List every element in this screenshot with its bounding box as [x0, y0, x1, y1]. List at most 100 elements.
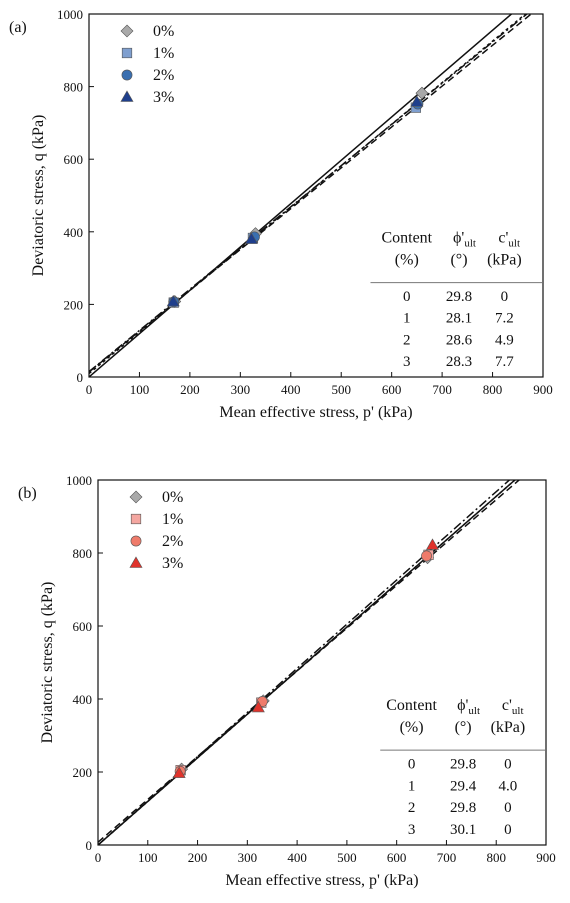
- legend-label: 2%: [162, 533, 183, 550]
- panel-label: (b): [18, 485, 37, 502]
- x-tick-label: 100: [138, 850, 158, 865]
- table-cell: 29.8: [446, 289, 472, 305]
- legend-marker: [120, 24, 134, 38]
- table-cell: 0: [504, 822, 512, 838]
- table-header-unit: (kPa): [487, 251, 522, 268]
- y-tick-label: 0: [77, 370, 84, 385]
- table-cell: 7.2: [495, 311, 514, 327]
- legend-label: 0%: [162, 489, 183, 506]
- legend-label: 1%: [162, 511, 183, 528]
- table-header: ϕ'ult: [453, 230, 476, 250]
- table-header: Content: [381, 230, 432, 247]
- table-cell: 28.1: [446, 311, 472, 327]
- table-cell: 29.8: [450, 756, 476, 772]
- table-header: ϕ'ult: [457, 697, 480, 717]
- chart-panel-2: 0 100 200 300 400 500 600 700 800 900020040060080…: [18, 473, 556, 889]
- legend-marker: [121, 47, 133, 59]
- legend-marker: [120, 90, 134, 102]
- x-tick-label: 500: [337, 850, 357, 865]
- fit-line: [89, 14, 533, 373]
- x-tick-label: 800: [483, 382, 503, 397]
- data-point: [166, 294, 180, 307]
- fit-line: [89, 14, 529, 373]
- table-cell: 28.3: [446, 354, 472, 370]
- x-tick-label: 700: [437, 850, 457, 865]
- fit-line: [98, 480, 517, 845]
- table-cell: 0: [403, 289, 411, 305]
- table-cell: 1: [403, 311, 411, 327]
- table-header-subscript: ult: [468, 705, 480, 717]
- table-cell: 3: [403, 354, 411, 370]
- chart-panel-1: 0 100 200 300 400 500 600 700 800 900020040060080…: [9, 7, 553, 421]
- data-point: [425, 538, 440, 550]
- x-tick-label: 900: [536, 850, 556, 865]
- legend-marker: [129, 490, 143, 504]
- legend-marker: [121, 69, 133, 81]
- table-cell: 29.8: [450, 800, 476, 816]
- fit-line: [98, 480, 511, 845]
- table-header: Content: [386, 697, 437, 714]
- table-cell: 0: [504, 756, 512, 772]
- y-tick-label: 600: [73, 619, 93, 634]
- table-cell: 2: [403, 332, 411, 348]
- data-point: [172, 766, 186, 778]
- table-cell: 29.4: [450, 778, 477, 794]
- x-tick-label: 600: [387, 850, 407, 865]
- y-axis-label: Deviatoric stress, q (kPa): [30, 115, 47, 277]
- table-cell: 4.9: [495, 332, 514, 348]
- params-table: Content (%) ϕ'ult (°) c'ult (kPa) 0 29.8 0 1 29.4 4…: [380, 697, 545, 838]
- legend-marker: [129, 556, 143, 568]
- x-tick-label: 300: [238, 850, 258, 865]
- y-tick-label: 200: [64, 297, 84, 312]
- table-header-unit: (°): [450, 251, 467, 268]
- table-cell: 4.0: [499, 778, 518, 794]
- y-tick-label: 0: [86, 838, 93, 853]
- table-cell: 1: [408, 778, 416, 794]
- table-header: c'ult: [498, 230, 520, 250]
- data-point: [244, 232, 258, 244]
- table-header-unit: (°): [455, 719, 472, 736]
- table-header-unit: (%): [395, 251, 419, 268]
- y-tick-label: 1000: [57, 7, 83, 22]
- x-tick-label: 600: [382, 382, 402, 397]
- table-header-subscript: ult: [508, 238, 520, 250]
- y-tick-label: 400: [73, 692, 93, 707]
- table-cell: 2: [408, 800, 416, 816]
- y-tick-label: 1000: [66, 473, 92, 488]
- table-header-unit: (kPa): [491, 719, 526, 736]
- fit-lines: [89, 14, 533, 377]
- x-axis-label: Mean effective stress, p' (kPa): [225, 872, 418, 889]
- x-axis-label: Mean effective stress, p' (kPa): [219, 404, 412, 421]
- y-tick-label: 800: [64, 80, 84, 95]
- panel-label: (a): [9, 19, 27, 36]
- params-table: Content (%) ϕ'ult(°) c'ult(kPa) 0 29.8 0 1 28.1 7…: [370, 230, 542, 370]
- legend-label: 3%: [162, 555, 183, 572]
- y-axis-label: Deviatoric stress, q (kPa): [39, 582, 56, 744]
- y-tick-label: 200: [73, 765, 93, 780]
- x-tick-label: 400: [287, 850, 307, 865]
- plot-frame: [97, 479, 547, 846]
- table-cell: 30.1: [450, 822, 476, 838]
- x-tick-label: 0: [95, 850, 102, 865]
- x-tick-label: 800: [486, 850, 506, 865]
- table-cell: 0: [504, 800, 512, 816]
- table-header-subscript: ult: [512, 705, 524, 717]
- table-cell: 3: [408, 822, 416, 838]
- legend-marker: [130, 535, 142, 547]
- table-header: c'ult: [502, 697, 524, 717]
- data-point: [421, 550, 432, 562]
- x-tick-label: 900: [533, 382, 553, 397]
- legend-label: 0%: [153, 23, 174, 40]
- x-tick-label: 200: [188, 850, 208, 865]
- data-point: [410, 95, 424, 107]
- legend-label: 1%: [153, 45, 174, 62]
- y-tick-label: 400: [64, 225, 84, 240]
- data-point: [251, 700, 265, 713]
- table-cell: 0: [408, 756, 416, 772]
- data-point: [415, 86, 429, 100]
- table-cell: 0: [501, 289, 509, 305]
- x-tick-label: 100: [130, 382, 150, 397]
- y-tick-label: 600: [64, 152, 84, 167]
- legend-label: 3%: [153, 89, 174, 106]
